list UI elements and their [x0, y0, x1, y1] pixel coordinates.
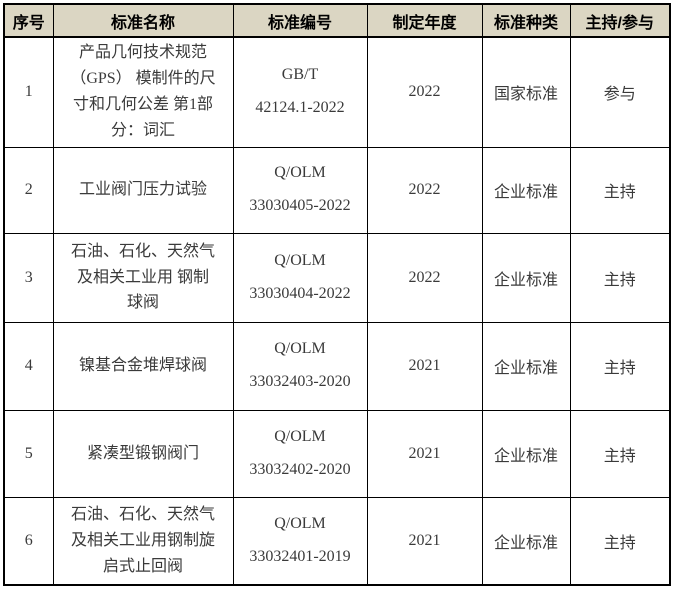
cell-no: 1 — [3, 36, 54, 148]
table-row: 6 石油、石化、天然气 及相关工业用钢制旋 启式止回阀 Q/OLM 330324… — [3, 496, 671, 586]
cell-standard-code: Q/OLM 33030405-2022 — [232, 146, 368, 234]
cell-no: 2 — [3, 146, 54, 234]
cell-standard-name: 产品几何技术规范 （GPS） 模制件的尺 寸和几何公差 第1部 分：词汇 — [52, 36, 234, 148]
header-no: 序号 — [3, 3, 54, 38]
table-row: 1 产品几何技术规范 （GPS） 模制件的尺 寸和几何公差 第1部 分：词汇 G… — [3, 36, 671, 148]
header-name: 标准名称 — [52, 3, 234, 38]
cell-standard-name: 工业阀门压力试验 — [52, 146, 234, 234]
cell-type: 企业标准 — [481, 409, 571, 498]
cell-no: 5 — [3, 409, 54, 498]
cell-role: 主持 — [569, 496, 671, 586]
cell-type: 企业标准 — [481, 232, 571, 323]
cell-no: 6 — [3, 496, 54, 586]
table-row: 4 镍基合金堆焊球阀 Q/OLM 33032403-2020 2021 企业标准… — [3, 321, 671, 411]
header-year: 制定年度 — [366, 3, 483, 38]
cell-standard-code: Q/OLM 33032402-2020 — [232, 409, 368, 498]
cell-standard-code: Q/OLM 33032401-2019 — [232, 496, 368, 586]
cell-standard-name: 镍基合金堆焊球阀 — [52, 321, 234, 411]
cell-standard-code: Q/OLM 33032403-2020 — [232, 321, 368, 411]
cell-no: 3 — [3, 232, 54, 323]
cell-no: 4 — [3, 321, 54, 411]
cell-year: 2022 — [366, 36, 483, 148]
standards-table: 序号 标准名称 标准编号 制定年度 标准种类 主持/参与 1 产品几何技术规范 … — [3, 3, 671, 586]
cell-role: 主持 — [569, 409, 671, 498]
cell-role: 主持 — [569, 232, 671, 323]
cell-type: 国家标准 — [481, 36, 571, 148]
cell-role: 参与 — [569, 36, 671, 148]
header-type: 标准种类 — [481, 3, 571, 38]
cell-standard-name: 紧凑型锻钢阀门 — [52, 409, 234, 498]
cell-year: 2022 — [366, 232, 483, 323]
cell-year: 2021 — [366, 496, 483, 586]
cell-standard-name: 石油、石化、天然气 及相关工业用 钢制 球阀 — [52, 232, 234, 323]
table-row: 3 石油、石化、天然气 及相关工业用 钢制 球阀 Q/OLM 33030404-… — [3, 232, 671, 323]
table-row: 5 紧凑型锻钢阀门 Q/OLM 33032402-2020 2021 企业标准 … — [3, 409, 671, 498]
header-code: 标准编号 — [232, 3, 368, 38]
cell-role: 主持 — [569, 321, 671, 411]
cell-standard-code: Q/OLM 33030404-2022 — [232, 232, 368, 323]
header-row: 序号 标准名称 标准编号 制定年度 标准种类 主持/参与 — [3, 3, 671, 38]
cell-year: 2021 — [366, 321, 483, 411]
header-role: 主持/参与 — [569, 3, 671, 38]
cell-standard-code: GB/T 42124.1-2022 — [232, 36, 368, 148]
cell-role: 主持 — [569, 146, 671, 234]
cell-year: 2021 — [366, 409, 483, 498]
cell-type: 企业标准 — [481, 321, 571, 411]
table-row: 2 工业阀门压力试验 Q/OLM 33030405-2022 2022 企业标准… — [3, 146, 671, 234]
cell-type: 企业标准 — [481, 496, 571, 586]
cell-year: 2022 — [366, 146, 483, 234]
cell-standard-name: 石油、石化、天然气 及相关工业用钢制旋 启式止回阀 — [52, 496, 234, 586]
cell-type: 企业标准 — [481, 146, 571, 234]
